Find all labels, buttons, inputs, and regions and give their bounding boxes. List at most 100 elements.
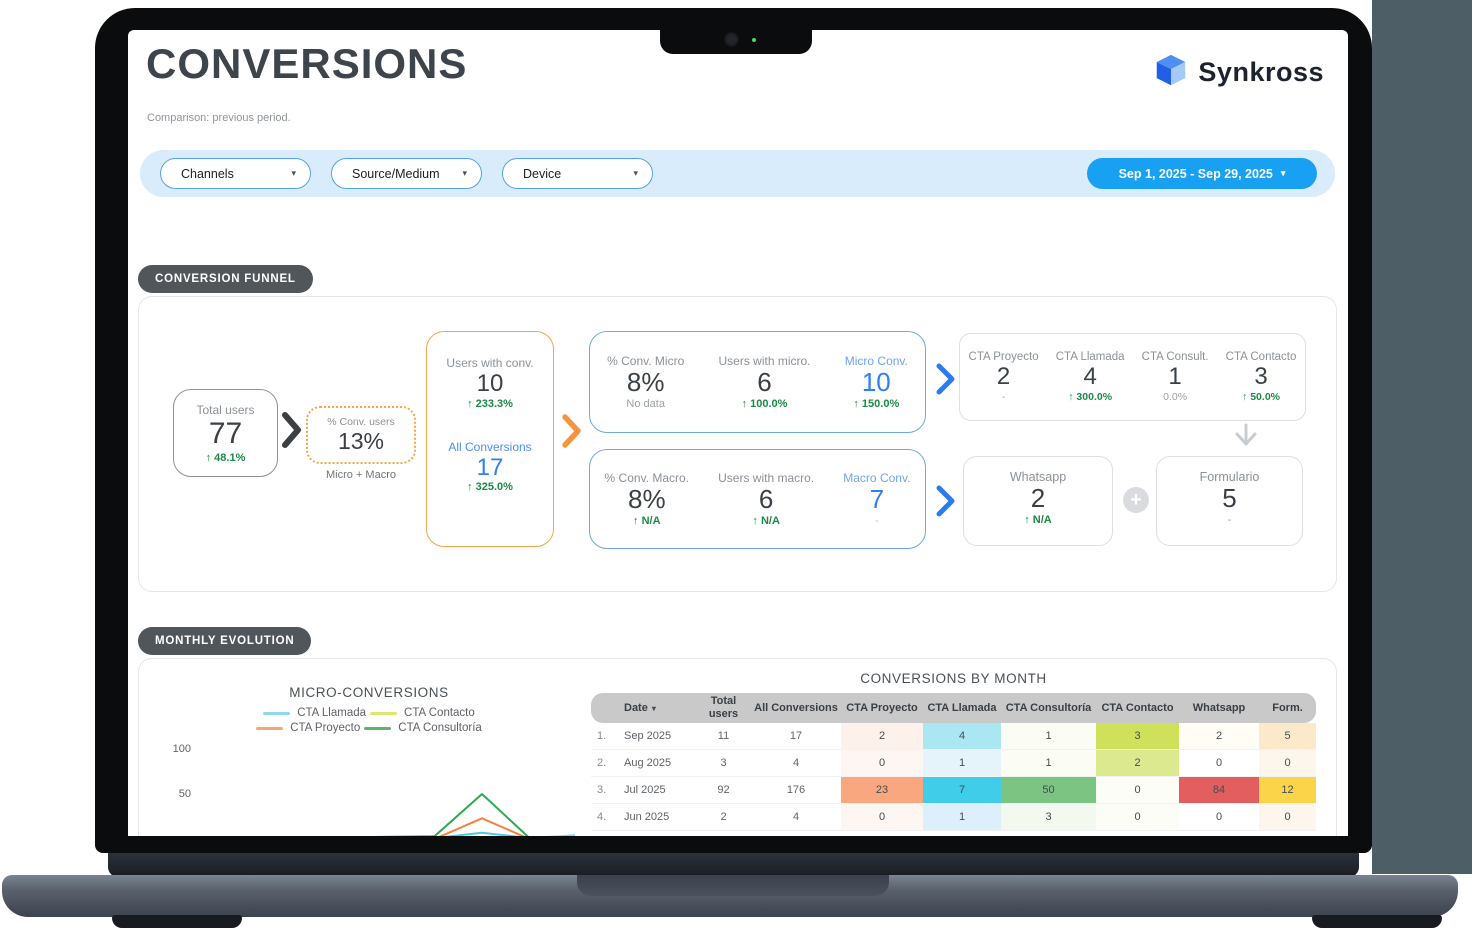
channels-dropdown-label: Channels: [181, 166, 234, 181]
row-index: 2.: [597, 757, 607, 769]
caret-down-icon: ▾: [291, 168, 296, 178]
value-cell: 1: [923, 804, 1001, 830]
up-arrow-icon: ↑: [853, 397, 859, 410]
chevron-right-icon: [562, 414, 581, 448]
column-header-cta-llamada: CTA Llamada: [927, 701, 997, 714]
caret-down-icon: ▾: [633, 168, 638, 178]
y-axis-tick: 100: [172, 743, 191, 755]
filter-bar: Channels ▾ Source/Medium ▾ Device ▾ Sep …: [140, 150, 1335, 197]
source-medium-dropdown[interactable]: Source/Medium ▾: [331, 158, 482, 189]
value-cell: 176: [786, 784, 806, 796]
value-cell: 0: [1179, 804, 1259, 830]
conversion-funnel-card: Total users 77 ↑ 48.1% % Conv. users 13%…: [138, 296, 1337, 592]
table-row: 4. Jun 2025 2 4 0 1 3 0 0 0: [591, 804, 1316, 831]
conv-users-stat: % Conv. users 13%: [306, 406, 416, 464]
camera-notch: [660, 30, 812, 54]
micro-conversions-box: % Conv. Micro 8% No data Users with micr…: [589, 331, 926, 433]
legend-swatch-icon: [364, 726, 392, 730]
stat-change: ↑ 325.0%: [467, 481, 513, 494]
table-body: 1. Sep 2025 11 17 2 4 1 3 2 5 2. Aug 2025 3 4 0 1 1 2 0 0 3.…: [591, 723, 1316, 831]
value-cell: 4: [792, 757, 800, 769]
value-cell: 5: [1259, 723, 1316, 749]
device-dropdown[interactable]: Device ▾: [502, 158, 653, 189]
value-cell: 4: [923, 723, 1001, 749]
stat-value: 17: [476, 453, 504, 481]
date-cell: Sep 2025: [624, 730, 672, 742]
up-arrow-icon: ↑: [467, 397, 473, 410]
page-title: CONVERSIONS: [146, 40, 468, 87]
legend-item: CTA Llamada: [263, 707, 366, 719]
channels-dropdown[interactable]: Channels ▾: [160, 158, 311, 189]
legend-item: CTA Contacto: [370, 707, 475, 719]
camera-indicator: [752, 38, 756, 42]
column-header-index: [591, 706, 616, 710]
date-cell: Jun 2025: [624, 811, 670, 823]
macro-conversions-box: % Conv. Macro. 8% ↑ N/A Users with macro…: [589, 449, 926, 549]
value-cell: 11: [717, 730, 730, 742]
column-header-date[interactable]: Date ▾: [624, 701, 656, 714]
row-index: 3.: [597, 784, 607, 796]
value-cell: 1: [1001, 723, 1096, 749]
column-header-cta-proyecto: CTA Proyecto: [846, 701, 918, 714]
monthly-evolution-card: MICRO-CONVERSIONS CTA Llamada CTA Contact…: [138, 658, 1337, 836]
value-cell: 0: [1096, 777, 1179, 803]
value-cell: 4: [792, 811, 800, 823]
up-arrow-icon: ↑: [752, 514, 758, 527]
value-cell: 23: [841, 777, 923, 803]
value-cell: 0: [841, 804, 923, 830]
value-cell: 2: [1179, 723, 1259, 749]
brand-name: Synkross: [1198, 56, 1324, 87]
table-header-row: Date ▾ Total users All Conversions CTA Proye…: [591, 693, 1316, 723]
stat-label: % Conv. users: [327, 416, 395, 428]
column-header-cta-consultor-a: CTA Consultoría: [1005, 701, 1092, 714]
brand-cube-icon: [1157, 54, 1186, 86]
cta-contacto-stat: CTA Contacto 3 ↑ 50.0%: [1225, 351, 1297, 403]
stat-change: ↑ 233.3%: [467, 397, 513, 410]
micro-conv-rate-stat: % Conv. Micro 8% No data: [607, 354, 685, 410]
value-cell: 12: [1259, 777, 1316, 803]
up-arrow-icon: ↑: [741, 397, 748, 410]
column-header-whatsapp: Whatsapp: [1192, 701, 1246, 714]
value-cell: 2: [720, 811, 727, 823]
value-cell: 92: [717, 784, 730, 796]
value-cell: 50: [1001, 777, 1096, 803]
y-axis-tick: 50: [178, 788, 191, 800]
up-arrow-icon: ↑: [1024, 513, 1030, 526]
laptop-foot: [1312, 915, 1442, 928]
cta-consult-stat: CTA Consult. 1 0.0%: [1141, 351, 1209, 403]
column-header-total-users: Total users: [708, 695, 739, 720]
column-header-form-: Form.: [1272, 701, 1303, 714]
table-row: 2. Aug 2025 3 4 0 1 1 2 0 0: [591, 750, 1316, 777]
date-range-label: Sep 1, 2025 - Sep 29, 2025: [1118, 166, 1273, 181]
conversions-table: Date ▾ Total users All Conversions CTA Proye…: [591, 693, 1316, 831]
legend-swatch-icon: [256, 726, 284, 730]
stat-value: 13%: [337, 428, 385, 454]
laptop-base: [2, 875, 1458, 917]
arrow-down-icon: [1235, 423, 1257, 446]
stat-value: 10: [476, 370, 504, 397]
macro-conv-rate-stat: % Conv. Macro. 8% ↑ N/A: [604, 471, 690, 527]
value-cell: 2: [841, 723, 923, 749]
monthly-evolution-badge: MONTHLY EVOLUTION: [138, 627, 312, 655]
stat-change: ↑ 48.1%: [205, 451, 246, 464]
row-index: 1.: [597, 730, 607, 742]
chevron-right-icon: [936, 485, 955, 517]
value-cell: 0: [1259, 750, 1316, 776]
date-range-picker[interactable]: Sep 1, 2025 - Sep 29, 2025 ▾: [1087, 158, 1317, 189]
column-header-cta-contacto: CTA Contacto: [1101, 701, 1174, 714]
chart-line-cta-llamada: [444, 831, 576, 836]
chart-legend: CTA Llamada CTA Contacto CTA Proyecto CTA C…: [159, 707, 579, 734]
value-cell: 7: [923, 777, 1001, 803]
stat-label: Total users: [196, 403, 255, 417]
table-row: 1. Sep 2025 11 17 2 4 1 3 2 5: [591, 723, 1316, 750]
up-arrow-icon: ↑: [467, 481, 473, 494]
legend-swatch-icon: [263, 711, 291, 715]
chart-title: MICRO-CONVERSIONS: [289, 685, 449, 700]
macro-conv-total-stat: Macro Conv. 7 -: [843, 471, 911, 527]
up-arrow-icon: ↑: [205, 451, 212, 464]
cta-llamada-stat: CTA Llamada 4 ↑ 300.0%: [1055, 351, 1125, 403]
caret-down-icon: ▾: [1280, 168, 1286, 178]
micro-macro-note: Micro + Macro: [326, 469, 396, 481]
value-cell: 17: [789, 730, 803, 742]
micro-conversions-chart: [372, 793, 576, 836]
